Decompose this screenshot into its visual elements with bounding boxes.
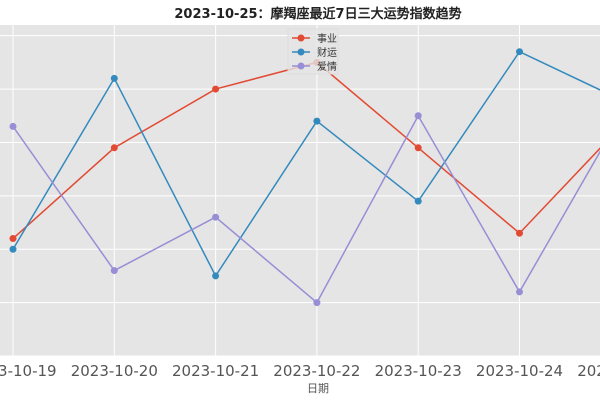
x-tick-label: 2023-10-23 [375, 362, 462, 380]
data-point-事业 [212, 85, 220, 93]
data-point-事业 [110, 144, 118, 152]
data-point-爱情 [516, 288, 523, 296]
legend-label: 爱情 [317, 60, 337, 73]
chart-title: 2023-10-25：摩羯座最近7日三大运势指数趋势 [174, 6, 461, 22]
x-axis-label: 日期 [307, 382, 329, 395]
legend-marker [297, 34, 305, 42]
plot-area [0, 25, 600, 356]
data-point-事业 [516, 229, 523, 237]
data-point-财运 [9, 245, 17, 253]
legend-marker [297, 62, 305, 70]
data-point-事业 [9, 235, 17, 243]
data-point-爱情 [414, 112, 422, 120]
data-point-爱情 [110, 267, 118, 275]
data-point-财运 [414, 197, 422, 205]
data-point-财运 [212, 272, 220, 280]
x-tick-label: 2023-10-21 [172, 362, 259, 380]
data-point-爱情 [313, 299, 321, 307]
x-tick-label: 2023-10-19 [0, 362, 57, 380]
x-tick-label: 2023-10-24 [476, 362, 563, 380]
data-point-爱情 [212, 213, 220, 221]
data-point-事业 [414, 144, 422, 152]
data-point-财运 [110, 74, 118, 82]
x-tick-label: 2023-10-25 [577, 362, 600, 380]
x-tick-label: 2023-10-20 [71, 362, 158, 380]
data-point-爱情 [9, 122, 17, 130]
legend-marker [297, 48, 305, 56]
legend-label: 事业 [317, 32, 337, 45]
data-point-财运 [313, 117, 321, 125]
x-tick-label: 2023-10-22 [273, 362, 360, 380]
legend-label: 财运 [317, 46, 337, 59]
data-point-财运 [516, 48, 523, 56]
